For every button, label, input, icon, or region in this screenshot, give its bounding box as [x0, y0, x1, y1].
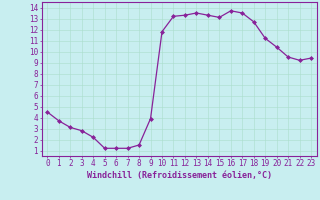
X-axis label: Windchill (Refroidissement éolien,°C): Windchill (Refroidissement éolien,°C)	[87, 171, 272, 180]
